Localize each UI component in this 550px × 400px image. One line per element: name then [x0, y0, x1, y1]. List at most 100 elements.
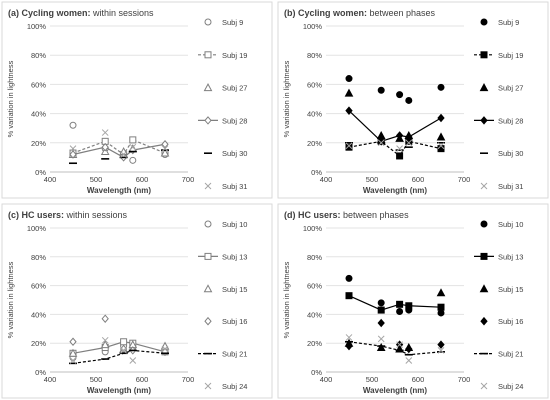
- legend-marker-stroke-b: [204, 182, 212, 190]
- legend-marker-stroke-b: [480, 182, 488, 190]
- data-point-stroke-b: [396, 145, 403, 152]
- legend-label: Subj 28: [222, 116, 247, 125]
- legend-marker: [204, 220, 212, 228]
- legend-marker: [480, 220, 488, 228]
- panel-title-rest: between phases: [341, 210, 410, 220]
- legend-marker: [480, 316, 488, 326]
- data-point: [436, 288, 446, 297]
- legend-marker: [479, 83, 489, 92]
- y-tick-label: 20%: [31, 339, 46, 348]
- panel-title: (c) HC users: within sessions: [8, 210, 128, 220]
- x-tick-label: 600: [412, 175, 425, 184]
- data-point-stroke-b: [345, 142, 353, 150]
- data-point: [396, 145, 403, 152]
- legend-marker: [204, 182, 212, 190]
- data-point: [345, 274, 353, 282]
- data-point: [405, 132, 413, 142]
- legend-label: Subj 21: [498, 350, 523, 359]
- x-tick-label: 500: [90, 375, 103, 384]
- legend-label: Subj 10: [222, 220, 247, 229]
- y-tick-label: 60%: [31, 80, 46, 89]
- panel-title-bold: (b) Cycling women:: [284, 8, 367, 18]
- legend-label: Subj 30: [222, 149, 247, 158]
- legend-marker: [203, 83, 213, 92]
- panel-border: [1, 1, 273, 199]
- data-point-stroke-b: [437, 347, 445, 354]
- data-point: [129, 156, 137, 164]
- legend-label: Subj 19: [222, 51, 247, 60]
- x-tick-label: 700: [182, 175, 195, 184]
- x-tick-label: 700: [182, 375, 195, 384]
- data-point: [437, 83, 445, 91]
- y-tick-label: 60%: [307, 80, 322, 89]
- chart-panel-1: (b) Cycling women: between phases 0% 20% 40…: [277, 1, 549, 199]
- x-tick-label: 600: [412, 375, 425, 384]
- legend-marker: [204, 316, 212, 326]
- data-point: [344, 88, 354, 97]
- y-tick-label: 40%: [307, 110, 322, 119]
- y-tick-label: 100%: [27, 22, 47, 31]
- data-point: [160, 148, 170, 157]
- data-point: [437, 309, 445, 317]
- data-point: [396, 300, 404, 308]
- y-tick-label: 60%: [31, 282, 46, 291]
- data-point: [437, 347, 445, 354]
- data-point-stroke-b: [405, 139, 413, 147]
- legend-label: Subj 13: [222, 252, 247, 261]
- data-point-stroke-b: [101, 336, 109, 344]
- data-point-stroke-b: [405, 357, 413, 364]
- series-5: Subj 24: [345, 334, 523, 391]
- y-tick-label: 100%: [303, 22, 323, 31]
- legend-label: Subj 30: [498, 149, 523, 158]
- y-tick-label: 100%: [303, 224, 323, 233]
- legend-label: Subj 9: [222, 18, 243, 27]
- y-tick-label: 0%: [311, 368, 322, 377]
- data-point-stroke-b: [129, 143, 137, 151]
- y-axis-label: % variation in lightness: [6, 60, 15, 137]
- data-point: [100, 340, 110, 349]
- series-5: Subj 31: [69, 129, 247, 191]
- x-tick-label: 600: [136, 175, 149, 184]
- legend-label: Subj 21: [222, 350, 247, 359]
- data-point: [377, 306, 385, 314]
- y-tick-label: 20%: [307, 339, 322, 348]
- chart-panel-0: (a) Cycling women: within sessions 0% 20% 4…: [1, 1, 273, 199]
- data-point-stroke-b: [69, 357, 77, 364]
- data-point: [377, 299, 385, 307]
- legend-marker: [203, 284, 213, 293]
- data-point: [101, 336, 109, 344]
- legend-label: Subj 31: [498, 182, 523, 191]
- data-point: [396, 91, 404, 99]
- legend-label: Subj 16: [222, 317, 247, 326]
- x-tick-label: 400: [44, 375, 57, 384]
- y-tick-label: 40%: [31, 310, 46, 319]
- data-point: [120, 338, 128, 346]
- panel-title-bold: (a) Cycling women:: [8, 8, 91, 18]
- panel-border: [277, 203, 549, 399]
- x-axis-label: Wavelength (nm): [363, 386, 427, 395]
- y-tick-label: 20%: [31, 139, 46, 148]
- panel-title-rest: within sessions: [91, 8, 155, 18]
- series-0: Subj 9: [345, 18, 519, 104]
- legend-marker: [480, 252, 488, 260]
- data-point: [101, 129, 109, 136]
- data-point-stroke-b: [120, 347, 127, 354]
- x-tick-label: 600: [136, 375, 149, 384]
- x-axis-label: Wavelength (nm): [87, 386, 151, 395]
- panel-border: [277, 1, 549, 199]
- data-point-stroke-b: [161, 345, 169, 353]
- legend-marker: [480, 116, 488, 125]
- data-point: [377, 139, 385, 147]
- data-point: [161, 145, 169, 152]
- data-point: [345, 106, 353, 115]
- legend-label: Subj 24: [222, 382, 247, 391]
- data-point: [129, 357, 137, 364]
- data-point: [437, 142, 445, 150]
- data-point: [437, 303, 445, 311]
- data-point: [345, 143, 353, 151]
- y-tick-label: 80%: [307, 253, 322, 262]
- panel-title: (a) Cycling women: within sessions: [8, 8, 154, 18]
- data-point: [376, 342, 386, 352]
- panel-title: (b) Cycling women: between phases: [284, 8, 436, 18]
